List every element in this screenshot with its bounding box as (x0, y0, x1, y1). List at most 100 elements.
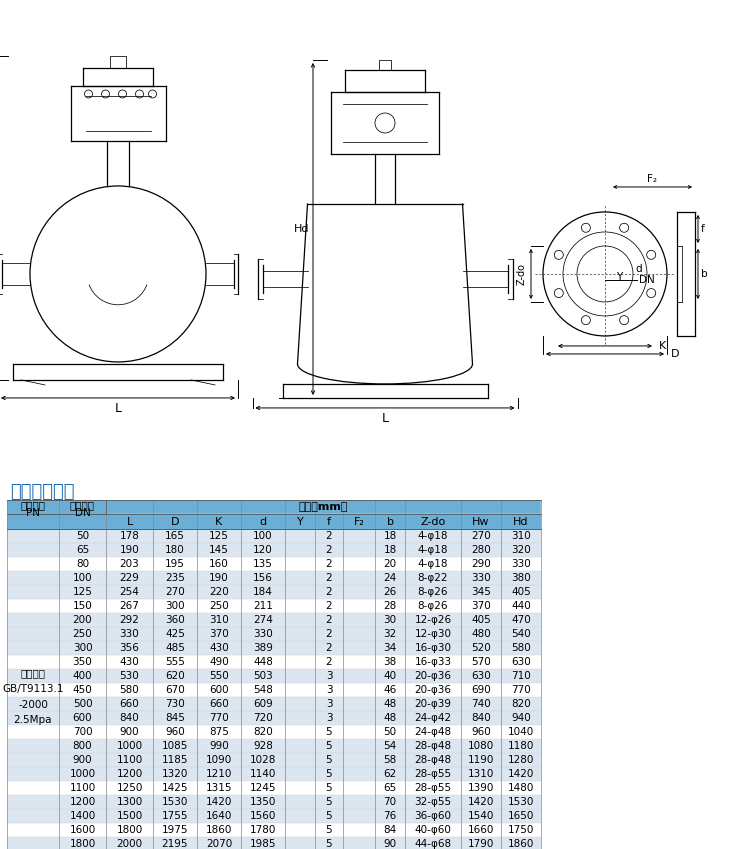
Text: 800: 800 (73, 741, 92, 751)
Text: 12-φ30: 12-φ30 (415, 628, 451, 638)
Text: 8-φ22: 8-φ22 (418, 572, 448, 582)
Text: 5: 5 (326, 811, 332, 821)
Text: 609: 609 (253, 699, 273, 709)
Text: 440: 440 (511, 600, 531, 610)
Text: 730: 730 (165, 699, 185, 709)
Text: 76: 76 (383, 811, 396, 821)
Text: 1650: 1650 (508, 811, 534, 821)
Text: 503: 503 (253, 671, 273, 681)
Text: 16-φ30: 16-φ30 (415, 643, 451, 653)
Text: 770: 770 (511, 685, 531, 694)
Text: 530: 530 (120, 671, 139, 681)
Text: 200: 200 (73, 615, 92, 625)
Bar (7, 823, 541, 837)
Text: 100: 100 (73, 572, 92, 582)
Bar (106, 514, 541, 529)
Text: Y: Y (296, 516, 304, 526)
Text: 500: 500 (73, 699, 92, 709)
Text: 220: 220 (209, 587, 229, 597)
Text: 46: 46 (383, 685, 396, 694)
Text: 16-φ33: 16-φ33 (415, 657, 452, 666)
Text: 330: 330 (253, 628, 273, 638)
Bar (7, 739, 541, 753)
Text: 405: 405 (471, 615, 491, 625)
Text: 310: 310 (209, 615, 229, 625)
Text: 尺寸（mm）: 尺寸（mm） (299, 503, 348, 513)
Text: 580: 580 (511, 643, 531, 653)
Text: 100: 100 (253, 531, 273, 541)
Text: K: K (659, 341, 666, 351)
Text: 1750: 1750 (508, 825, 534, 835)
Bar (7, 627, 541, 641)
Bar (7, 599, 541, 613)
Bar (7, 697, 541, 711)
Text: 90: 90 (383, 839, 396, 849)
Text: 2: 2 (326, 600, 332, 610)
Bar (7, 585, 541, 599)
Bar (7, 837, 541, 849)
Bar (7, 753, 541, 767)
Text: 1180: 1180 (508, 741, 534, 751)
Text: 1420: 1420 (206, 797, 232, 807)
Text: 1100: 1100 (116, 755, 142, 765)
Text: 125: 125 (72, 587, 93, 597)
Bar (7, 557, 541, 571)
Text: 330: 330 (511, 559, 531, 569)
Text: 54: 54 (383, 741, 396, 751)
Text: 1800: 1800 (116, 825, 142, 835)
Text: 3: 3 (326, 685, 332, 694)
Text: 28-φ48: 28-φ48 (415, 741, 452, 751)
Text: 84: 84 (383, 825, 396, 835)
Text: 540: 540 (511, 628, 531, 638)
Text: 2: 2 (326, 587, 332, 597)
Text: 8-φ26: 8-φ26 (418, 587, 448, 597)
Text: 2000: 2000 (117, 839, 142, 849)
Text: b: b (701, 269, 707, 279)
Bar (7, 669, 541, 683)
Text: 1028: 1028 (250, 755, 276, 765)
Bar (7, 571, 541, 585)
Text: 2: 2 (326, 531, 332, 541)
Text: 1540: 1540 (468, 811, 494, 821)
Text: 2070: 2070 (206, 839, 232, 849)
Text: 270: 270 (471, 531, 491, 541)
Bar (7, 781, 541, 795)
Text: 20-φ39: 20-φ39 (415, 699, 451, 709)
Text: 1860: 1860 (508, 839, 534, 849)
Text: 310: 310 (511, 531, 531, 541)
Text: 600: 600 (73, 713, 92, 722)
Text: 370: 370 (471, 600, 491, 610)
Text: 1530: 1530 (508, 797, 534, 807)
Text: 135: 135 (253, 559, 273, 569)
Text: 960: 960 (471, 727, 491, 737)
Text: 2: 2 (326, 628, 332, 638)
Text: f: f (327, 516, 331, 526)
Text: 24-φ42: 24-φ42 (415, 713, 452, 722)
Text: 900: 900 (120, 727, 139, 737)
Text: 370: 370 (209, 628, 229, 638)
Text: 356: 356 (120, 643, 139, 653)
Text: 203: 203 (120, 559, 139, 569)
Text: D: D (671, 349, 680, 359)
Text: 2: 2 (326, 559, 332, 569)
Text: 1600: 1600 (69, 825, 96, 835)
Text: 65: 65 (76, 544, 89, 554)
Text: 840: 840 (120, 713, 139, 722)
Text: 5: 5 (326, 839, 332, 849)
Bar (7, 725, 541, 739)
Text: 1530: 1530 (162, 797, 188, 807)
Text: 1860: 1860 (206, 825, 232, 835)
Bar (7, 711, 541, 725)
Text: 1755: 1755 (162, 811, 188, 821)
Text: 法兰标准
GB/T9113.1
-2000
2.5Mpa: 法兰标准 GB/T9113.1 -2000 2.5Mpa (2, 668, 64, 725)
Text: 345: 345 (471, 587, 491, 597)
Text: 845: 845 (165, 713, 185, 722)
Text: 50: 50 (383, 727, 396, 737)
Text: D: D (171, 516, 180, 526)
Text: 600: 600 (210, 685, 228, 694)
Text: 235: 235 (165, 572, 185, 582)
Text: 960: 960 (165, 727, 185, 737)
Text: 380: 380 (511, 572, 531, 582)
Bar (7, 641, 541, 655)
Text: 190: 190 (120, 544, 139, 554)
